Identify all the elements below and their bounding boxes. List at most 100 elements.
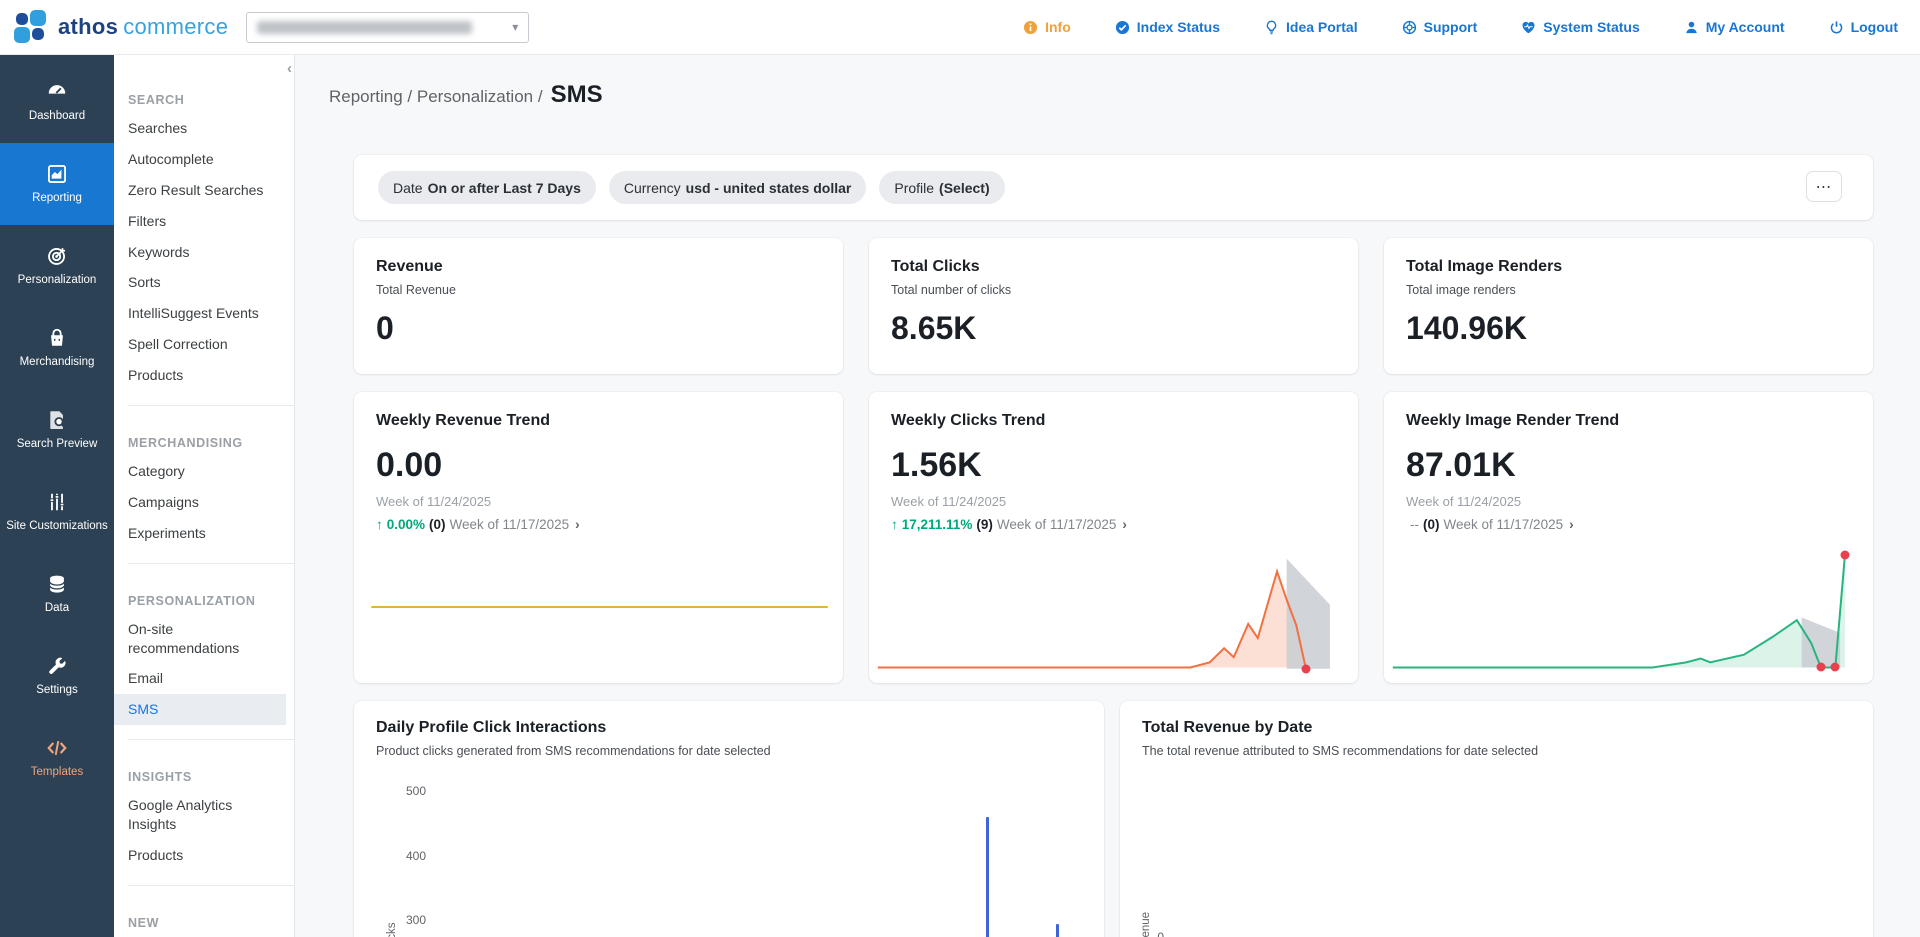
sliders-icon xyxy=(46,491,68,513)
top-bar: athoscommerce ▾ Info Index Status Idea P… xyxy=(0,0,1920,55)
menu-item-sorts[interactable]: Sorts xyxy=(114,267,294,298)
chevron-right-icon: › xyxy=(1569,517,1574,532)
kpi-subtitle: Total number of clicks xyxy=(891,283,1336,297)
menu-item-category[interactable]: Category xyxy=(114,456,294,487)
y-axis-tick: 500 xyxy=(392,784,426,798)
trend-row: Weekly Revenue Trend 0.00 Week of 11/24/… xyxy=(354,392,1873,683)
y-axis-tick: 400 xyxy=(392,849,426,863)
profile-filter-pill[interactable]: Profile(Select) xyxy=(879,171,1004,204)
arrow-up-icon: ↑ xyxy=(891,517,898,532)
more-options-button[interactable]: ⋯ xyxy=(1806,171,1842,202)
menu-section-merchandising: MERCHANDISING xyxy=(128,436,294,450)
chevron-right-icon: › xyxy=(575,517,580,532)
sidebar-item-settings[interactable]: Settings xyxy=(0,635,114,717)
nav-my-account[interactable]: My Account xyxy=(1684,19,1785,35)
kpi-value: 8.65K xyxy=(891,310,1336,347)
chevron-right-icon: › xyxy=(1122,517,1127,532)
collapse-sidebar-icon[interactable]: ‹ xyxy=(287,60,292,77)
menu-item-keywords[interactable]: Keywords xyxy=(114,237,294,268)
kpi-title: Revenue xyxy=(376,258,821,276)
site-selector-dropdown[interactable]: ▾ xyxy=(246,12,529,43)
weekly-image-render-sparkline xyxy=(1388,551,1869,679)
trend-delta[interactable]: ↑ 17,211.11% (9) Week of 11/17/2025 › xyxy=(891,517,1336,532)
kpi-card-total-image-renders: Total Image Renders Total image renders … xyxy=(1384,238,1873,374)
nav-logout[interactable]: Logout xyxy=(1829,19,1898,35)
site-selector-redacted-value xyxy=(257,21,472,34)
daily-clicks-plot: 500 400 300 Profile Clicks xyxy=(354,772,1104,937)
chart-title: Total Revenue by Date xyxy=(1142,719,1851,737)
y-axis-label: Revenue xyxy=(1140,912,1152,937)
chart-card-total-revenue-by-date: Total Revenue by Date The total revenue … xyxy=(1120,701,1873,937)
chart-subtitle: The total revenue attributed to SMS reco… xyxy=(1142,744,1851,758)
chart-title: Daily Profile Click Interactions xyxy=(376,719,1082,737)
breadcrumb-path[interactable]: Reporting / Personalization / xyxy=(329,87,543,107)
data-point-dot xyxy=(1301,664,1310,673)
menu-section-personalization: PERSONALIZATION xyxy=(128,594,294,608)
kpi-card-total-clicks: Total Clicks Total number of clicks 8.65… xyxy=(869,238,1358,374)
chart-card-daily-profile-click-interactions: Daily Profile Click Interactions Product… xyxy=(354,701,1104,937)
trend-delta[interactable]: -- (0) Week of 11/17/2025 › xyxy=(1406,517,1851,532)
trend-value: 1.56K xyxy=(891,446,1336,485)
code-icon xyxy=(46,737,68,759)
menu-item-intellisuggest-events[interactable]: IntelliSuggest Events xyxy=(114,298,294,329)
sidebar-item-personalization[interactable]: Personalization xyxy=(0,225,114,307)
menu-item-sms[interactable]: SMS xyxy=(114,694,286,725)
menu-item-experiments[interactable]: Experiments xyxy=(114,518,294,549)
lightbulb-icon xyxy=(1264,20,1279,35)
menu-item-onsite-recommendations[interactable]: On-site recommendations xyxy=(114,614,294,664)
kpi-subtitle: Total Revenue xyxy=(376,283,821,297)
data-point-dot xyxy=(1831,663,1840,672)
flat-revenue-line xyxy=(371,606,828,608)
nav-idea-portal[interactable]: Idea Portal xyxy=(1264,19,1358,35)
weekly-clicks-sparkline xyxy=(873,551,1354,679)
database-icon xyxy=(46,573,68,595)
nav-system-status[interactable]: System Status xyxy=(1521,19,1639,35)
primary-sidebar: Dashboard Reporting Personalization Merc… xyxy=(0,55,114,937)
shopping-bag-icon xyxy=(46,327,68,349)
sidebar-item-merchandising[interactable]: Merchandising xyxy=(0,307,114,389)
arrow-up-icon: ↑ xyxy=(376,517,383,532)
kpi-row: Revenue Total Revenue 0 Total Clicks Tot… xyxy=(354,238,1873,374)
top-nav: Info Index Status Idea Portal Support Sy… xyxy=(1023,19,1898,35)
sidebar-item-dashboard[interactable]: Dashboard xyxy=(0,61,114,143)
chevron-down-icon: ▾ xyxy=(512,20,518,34)
trend-value: 87.01K xyxy=(1406,446,1851,485)
sidebar-item-reporting[interactable]: Reporting xyxy=(0,143,114,225)
globe-icon xyxy=(1402,20,1417,35)
app-body: Dashboard Reporting Personalization Merc… xyxy=(0,55,1920,937)
sidebar-item-search-preview[interactable]: Search Preview xyxy=(0,389,114,471)
main-content: Reporting / Personalization / SMS DateOn… xyxy=(295,55,1920,937)
menu-item-zero-result-searches[interactable]: Zero Result Searches xyxy=(114,175,294,206)
menu-item-email[interactable]: Email xyxy=(114,663,294,694)
trend-card-weekly-clicks: Weekly Clicks Trend 1.56K Week of 11/24/… xyxy=(869,392,1358,683)
nav-support[interactable]: Support xyxy=(1402,19,1478,35)
brand-name: athoscommerce xyxy=(58,14,228,40)
trend-week: Week of 11/24/2025 xyxy=(1406,494,1851,509)
nav-index-status[interactable]: Index Status xyxy=(1115,19,1220,35)
nav-info[interactable]: Info xyxy=(1023,19,1071,35)
menu-item-searches[interactable]: Searches xyxy=(114,113,294,144)
menu-item-google-analytics-insights[interactable]: Google Analytics Insights xyxy=(114,790,294,840)
trend-title: Weekly Revenue Trend xyxy=(376,412,821,430)
sidebar-item-site-customizations[interactable]: Site Customizations xyxy=(0,471,114,553)
weekly-revenue-sparkline xyxy=(358,551,839,679)
sidebar-item-data[interactable]: Data xyxy=(0,553,114,635)
menu-item-filters[interactable]: Filters xyxy=(114,206,294,237)
secondary-sidebar: ‹ SEARCH Searches Autocomplete Zero Resu… xyxy=(114,55,295,937)
menu-item-products[interactable]: Products xyxy=(114,360,294,391)
currency-filter-pill[interactable]: Currencyusd - united states dollar xyxy=(609,171,867,204)
menu-divider xyxy=(128,885,294,886)
filter-bar: DateOn or after Last 7 Days Currencyusd … xyxy=(354,155,1873,220)
menu-item-spell-correction[interactable]: Spell Correction xyxy=(114,329,294,360)
sidebar-item-templates[interactable]: Templates xyxy=(0,717,114,799)
brand-logo[interactable]: athoscommerce xyxy=(14,10,228,44)
menu-item-insights-products[interactable]: Products xyxy=(114,840,294,871)
menu-divider xyxy=(128,405,294,406)
page-title: SMS xyxy=(551,81,603,109)
y-axis-label: Profile Clicks xyxy=(386,923,398,937)
heartbeat-icon xyxy=(1521,20,1536,35)
menu-item-autocomplete[interactable]: Autocomplete xyxy=(114,144,294,175)
trend-delta[interactable]: ↑ 0.00% (0) Week of 11/17/2025 › xyxy=(376,517,821,532)
menu-item-campaigns[interactable]: Campaigns xyxy=(114,487,294,518)
date-filter-pill[interactable]: DateOn or after Last 7 Days xyxy=(378,171,596,204)
